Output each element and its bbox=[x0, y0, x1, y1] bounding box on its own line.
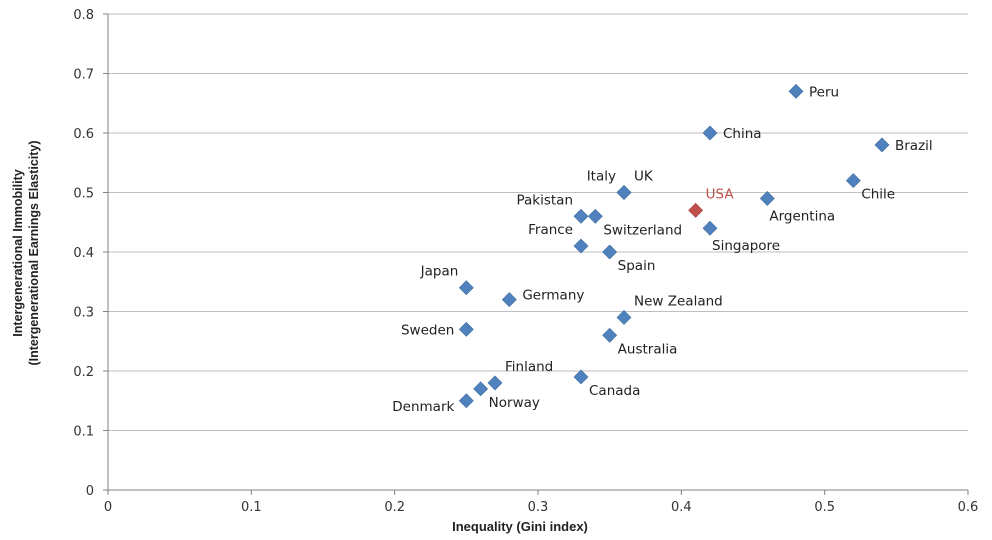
point-label-finland: Finland bbox=[505, 359, 553, 375]
data-point-germany bbox=[501, 292, 517, 308]
data-point-spain bbox=[602, 244, 618, 260]
data-point-usa bbox=[688, 202, 704, 218]
x-tick-label: 0.3 bbox=[528, 500, 549, 515]
point-label-canada: Canada bbox=[589, 383, 640, 399]
data-point-pakistan bbox=[573, 208, 589, 224]
point-labels: Peru China Brazil Chile Argentina USA UK Italy P… bbox=[392, 84, 932, 414]
x-tick-label: 0 bbox=[104, 500, 112, 515]
x-tick-label: 0.6 bbox=[958, 500, 979, 515]
data-point-chile bbox=[845, 173, 861, 189]
point-label-france: France bbox=[528, 222, 573, 238]
x-axis-title: Inequality (Gini index) bbox=[452, 519, 588, 534]
data-point-italy bbox=[616, 185, 632, 200]
data-point-finland bbox=[487, 375, 503, 391]
point-label-brazil: Brazil bbox=[895, 138, 933, 154]
y-tick-label: 0.3 bbox=[73, 306, 94, 321]
point-label-germany: Germany bbox=[522, 288, 584, 304]
x-tick-label: 0.5 bbox=[814, 500, 835, 515]
data-point-france bbox=[573, 238, 589, 254]
data-point-brazil bbox=[874, 137, 890, 153]
data-point-switzerland bbox=[587, 208, 603, 224]
data-point-norway bbox=[473, 381, 489, 397]
y-axis-title-line1: Intergenerational Immobility bbox=[11, 169, 25, 336]
point-label-spain: Spain bbox=[618, 258, 656, 274]
y-tick-label: 0.1 bbox=[73, 425, 94, 440]
data-point-denmark bbox=[458, 393, 474, 409]
data-points bbox=[458, 83, 890, 409]
point-label-usa: USA bbox=[706, 186, 735, 202]
point-label-uk: UK bbox=[634, 169, 654, 185]
point-label-japan: Japan bbox=[420, 264, 459, 280]
point-label-switzerland: Switzerland bbox=[603, 222, 682, 238]
data-point-australia bbox=[602, 327, 618, 343]
point-label-china: China bbox=[723, 126, 762, 142]
y-tick-label: 0.4 bbox=[73, 246, 94, 261]
point-label-chile: Chile bbox=[861, 187, 895, 203]
y-tick-label: 0 bbox=[86, 484, 94, 499]
x-tick-labels: 0 0.1 0.2 0.3 0.4 0.5 0.6 bbox=[104, 490, 978, 515]
data-point-canada bbox=[573, 369, 589, 385]
y-axis-title: Intergenerational Immobility (Intergener… bbox=[11, 140, 41, 365]
point-label-norway: Norway bbox=[489, 395, 540, 411]
data-point-sweden bbox=[458, 321, 474, 337]
point-label-pakistan: Pakistan bbox=[516, 192, 573, 208]
point-label-argentina: Argentina bbox=[769, 208, 835, 224]
y-tick-labels: 0 0.1 0.2 0.3 0.4 0.5 0.6 0.7 0.8 bbox=[73, 8, 108, 499]
data-point-singapore bbox=[702, 220, 718, 236]
y-tick-label: 0.5 bbox=[73, 187, 94, 202]
point-label-singapore: Singapore bbox=[712, 238, 780, 254]
y-tick-label: 0.7 bbox=[73, 68, 94, 83]
gridlines bbox=[108, 13, 968, 431]
x-tick-label: 0.4 bbox=[671, 500, 692, 515]
y-tick-label: 0.8 bbox=[73, 8, 94, 23]
y-tick-label: 0.2 bbox=[73, 365, 94, 380]
y-tick-label: 0.6 bbox=[73, 127, 94, 142]
point-label-peru: Peru bbox=[809, 84, 839, 100]
data-point-argentina bbox=[759, 191, 775, 206]
x-tick-label: 0.2 bbox=[384, 500, 405, 515]
data-point-china bbox=[702, 125, 718, 141]
point-label-italy: Italy bbox=[587, 169, 616, 185]
point-label-sweden: Sweden bbox=[401, 322, 454, 338]
point-label-new-zealand: New Zealand bbox=[634, 293, 723, 309]
point-label-denmark: Denmark bbox=[392, 399, 454, 415]
point-label-australia: Australia bbox=[618, 341, 678, 357]
x-tick-label: 0.1 bbox=[241, 500, 262, 515]
data-point-new-zealand bbox=[616, 310, 632, 325]
data-point-peru bbox=[788, 83, 804, 99]
y-axis-title-line2: (Intergenerational Earnings Elasticity) bbox=[27, 140, 41, 365]
data-point-japan bbox=[458, 280, 474, 296]
